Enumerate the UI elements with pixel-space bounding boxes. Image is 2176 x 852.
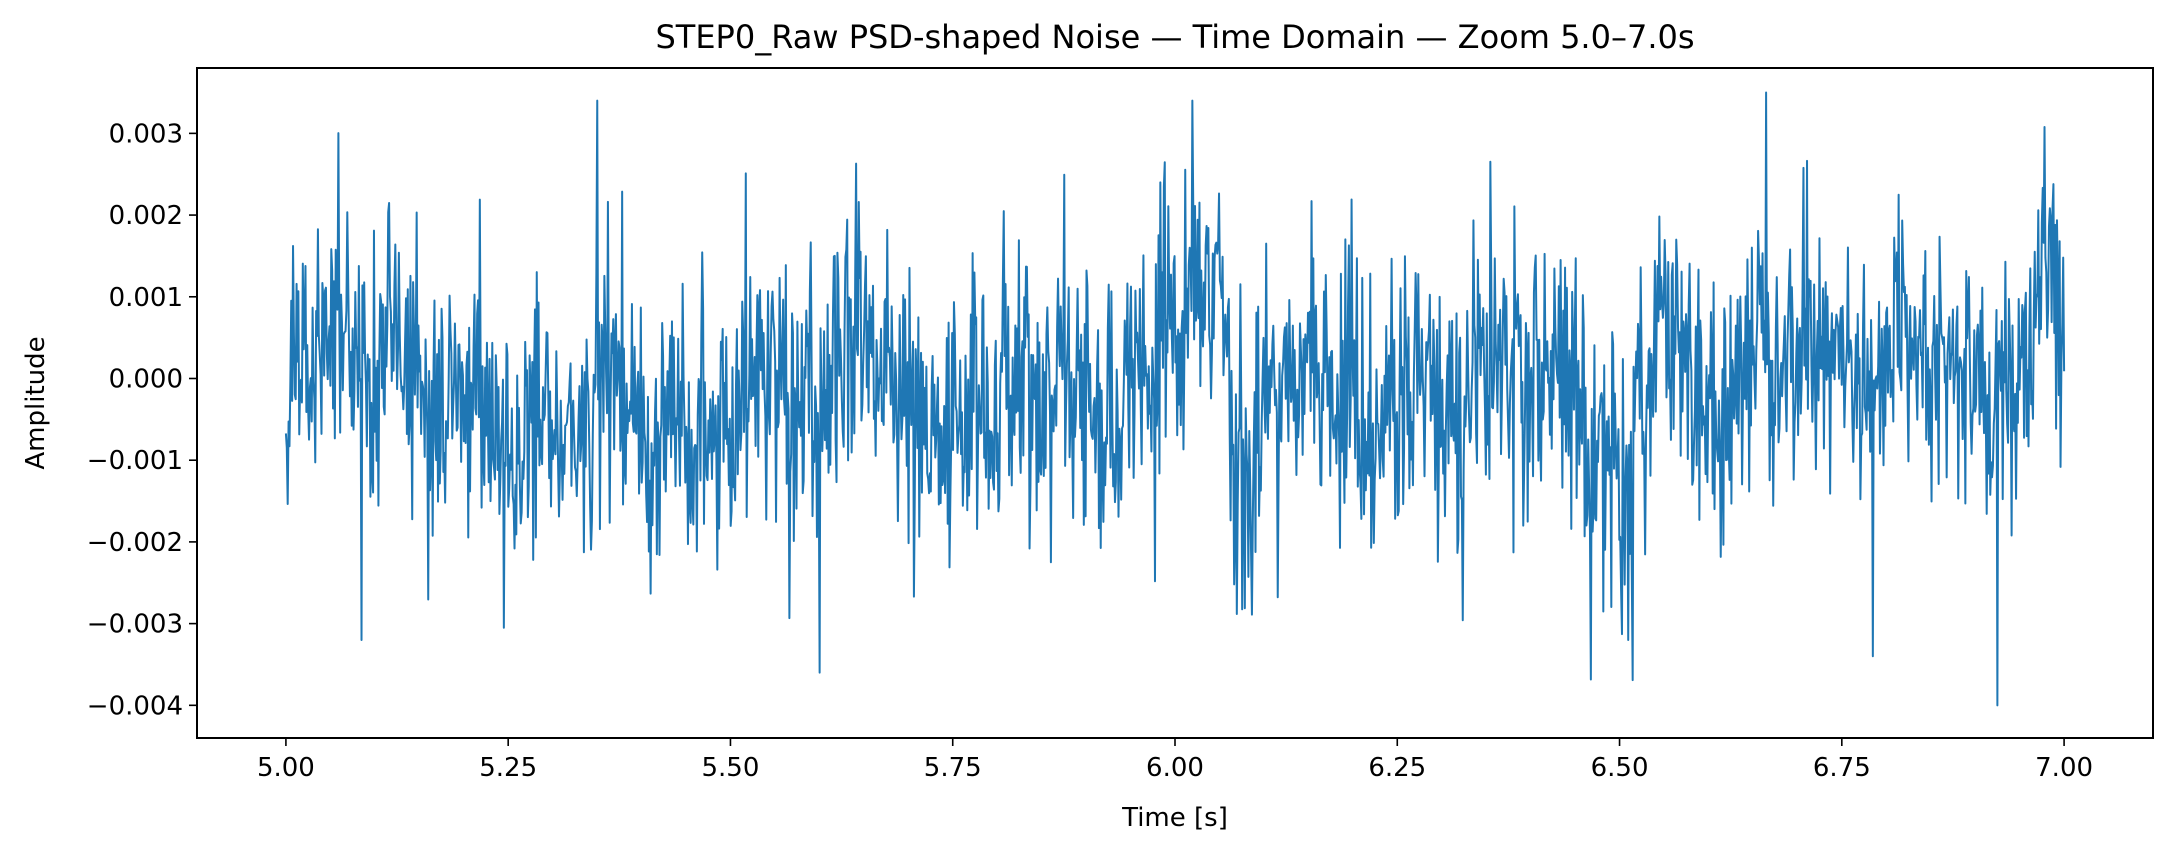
x-tick-label: 5.50: [702, 753, 760, 783]
x-tick-label: 6.25: [1368, 753, 1426, 783]
y-tick-label: 0.003: [109, 119, 183, 149]
y-axis-label: Amplitude: [21, 336, 51, 469]
y-tick-label: −0.003: [87, 610, 183, 640]
y-tick-label: 0.000: [109, 364, 183, 394]
y-axis: 0.003 0.002 0.001 0.000 −0.001 −0.002 −0.003 −0…: [87, 119, 197, 721]
y-tick-label: −0.001: [87, 446, 183, 476]
x-tick-label: 5.00: [257, 753, 315, 783]
x-axis-label: Time [s]: [1121, 803, 1228, 833]
series-line-signal: [284, 91, 2066, 707]
x-tick-label: 6.00: [1146, 753, 1204, 783]
x-tick-label: 6.50: [1591, 753, 1649, 783]
x-tick-label: 5.25: [479, 753, 537, 783]
x-tick-label: 5.75: [924, 753, 982, 783]
x-tick-label: 7.00: [2035, 753, 2093, 783]
y-tick-label: −0.004: [87, 691, 183, 721]
y-tick-label: 0.002: [109, 201, 183, 231]
x-axis: 5.00 5.25 5.50 5.75 6.00 6.25 6.50 6.75 7.00: [257, 738, 2093, 783]
chart-title: STEP0_Raw PSD-shaped Noise — Time Domain…: [655, 18, 1694, 56]
x-tick-label: 6.75: [1813, 753, 1871, 783]
y-tick-label: 0.001: [109, 283, 183, 313]
y-tick-label: −0.002: [87, 528, 183, 558]
